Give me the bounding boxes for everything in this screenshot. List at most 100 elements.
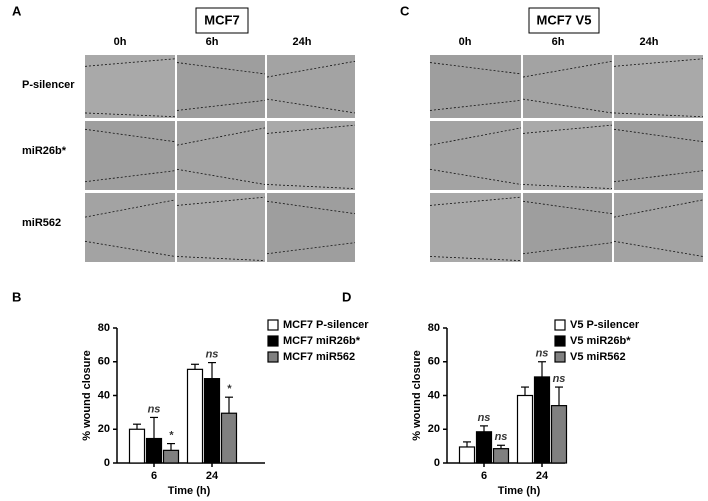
wound-edge xyxy=(613,170,704,183)
legend-label: MCF7 miR562 xyxy=(283,351,355,363)
wound-edge xyxy=(613,128,704,143)
bar xyxy=(203,378,221,464)
y-tick-label: 0 xyxy=(104,457,110,469)
wound-edge xyxy=(522,98,613,114)
wound-edge xyxy=(613,58,704,67)
wound-edge xyxy=(522,184,613,190)
micrograph xyxy=(177,193,265,262)
micrograph xyxy=(267,121,355,190)
y-tick-label: 0 xyxy=(434,457,440,469)
y-tick-label: 20 xyxy=(98,423,110,435)
wound-edge xyxy=(266,184,356,190)
significance-label: * xyxy=(169,430,174,442)
bar xyxy=(533,376,551,464)
micrograph xyxy=(85,121,175,190)
wound-edge xyxy=(84,199,176,218)
wound-edge xyxy=(84,128,176,143)
panel-title: MCF7 xyxy=(204,12,239,27)
micrograph xyxy=(267,193,355,262)
y-tick-label: 80 xyxy=(98,322,110,334)
panel-letter: D xyxy=(342,289,351,304)
micrograph xyxy=(523,193,612,262)
wound-edge xyxy=(176,168,266,185)
wound-edge xyxy=(429,127,522,146)
bar xyxy=(186,368,204,464)
wound-edge xyxy=(266,124,356,134)
wound-edge xyxy=(522,60,613,78)
y-axis-label: % wound closure xyxy=(81,350,93,440)
micrograph xyxy=(523,121,612,190)
significance-label: ns xyxy=(536,348,549,360)
wound-edge xyxy=(613,240,704,257)
bar xyxy=(145,437,163,464)
column-header: 0h xyxy=(114,36,127,48)
legend-swatch xyxy=(554,319,566,331)
panel-letter: C xyxy=(400,3,410,18)
legend-swatch xyxy=(267,319,279,331)
legend-swatch xyxy=(267,351,279,363)
column-header: 24h xyxy=(293,36,312,48)
title-box xyxy=(195,7,249,34)
x-tick-label: 6 xyxy=(151,470,157,482)
bar xyxy=(550,405,568,464)
legend-label: V5 miR26b* xyxy=(570,335,631,347)
micrograph xyxy=(177,55,265,118)
bar xyxy=(162,449,180,464)
title-box xyxy=(528,7,600,34)
y-tick-label: 60 xyxy=(98,356,110,368)
wound-edge xyxy=(266,242,356,255)
panel-letter: A xyxy=(12,3,22,18)
panel-letter: B xyxy=(12,289,21,304)
legend-label: V5 miR562 xyxy=(570,351,626,363)
wound-edge xyxy=(522,200,613,215)
wound-edge xyxy=(84,170,176,183)
y-tick-label: 80 xyxy=(428,322,440,334)
wound-edge xyxy=(266,98,356,114)
legend-swatch xyxy=(554,351,566,363)
micrograph xyxy=(614,193,703,262)
significance-label: ns xyxy=(478,412,491,424)
wound-edge xyxy=(613,112,704,118)
wound-edge xyxy=(266,60,356,78)
wound-edge xyxy=(429,256,522,262)
legend-swatch xyxy=(267,335,279,347)
wound-edge xyxy=(84,240,176,257)
wound-edge xyxy=(84,58,176,67)
panel-title: MCF7 V5 xyxy=(537,12,592,27)
micrograph xyxy=(267,55,355,118)
row-label: miR562 xyxy=(22,217,61,229)
row-label: miR26b* xyxy=(22,145,67,157)
legend-label: MCF7 P-silencer xyxy=(283,319,369,331)
wound-edge xyxy=(176,62,266,75)
micrograph xyxy=(523,55,612,118)
micrograph xyxy=(614,121,703,190)
micrograph xyxy=(430,121,521,190)
y-axis-label: % wound closure xyxy=(411,350,423,440)
wound-edge xyxy=(176,196,266,206)
x-tick-label: 24 xyxy=(206,470,219,482)
y-tick-label: 60 xyxy=(428,356,440,368)
wound-edge xyxy=(176,99,266,111)
micrograph xyxy=(430,193,521,262)
wound-edge xyxy=(429,99,522,111)
wound-edge xyxy=(429,168,522,185)
y-tick-label: 40 xyxy=(428,389,440,401)
significance-label: ns xyxy=(148,403,161,415)
x-axis-label: Time (h) xyxy=(498,485,541,497)
significance-label: ns xyxy=(495,431,508,443)
wound-edge xyxy=(176,127,266,146)
wound-edge xyxy=(613,199,704,218)
legend-swatch xyxy=(554,335,566,347)
legend-label: MCF7 miR26b* xyxy=(283,335,361,347)
micrograph xyxy=(85,55,175,118)
wound-edge xyxy=(266,200,356,215)
legend-label: V5 P-silencer xyxy=(570,319,640,331)
micrograph xyxy=(614,55,703,118)
wound-edge xyxy=(522,242,613,255)
micrograph xyxy=(430,55,521,118)
significance-label: * xyxy=(227,383,232,395)
column-header: 24h xyxy=(640,36,659,48)
significance-label: ns xyxy=(553,373,566,385)
x-axis-label: Time (h) xyxy=(168,485,211,497)
